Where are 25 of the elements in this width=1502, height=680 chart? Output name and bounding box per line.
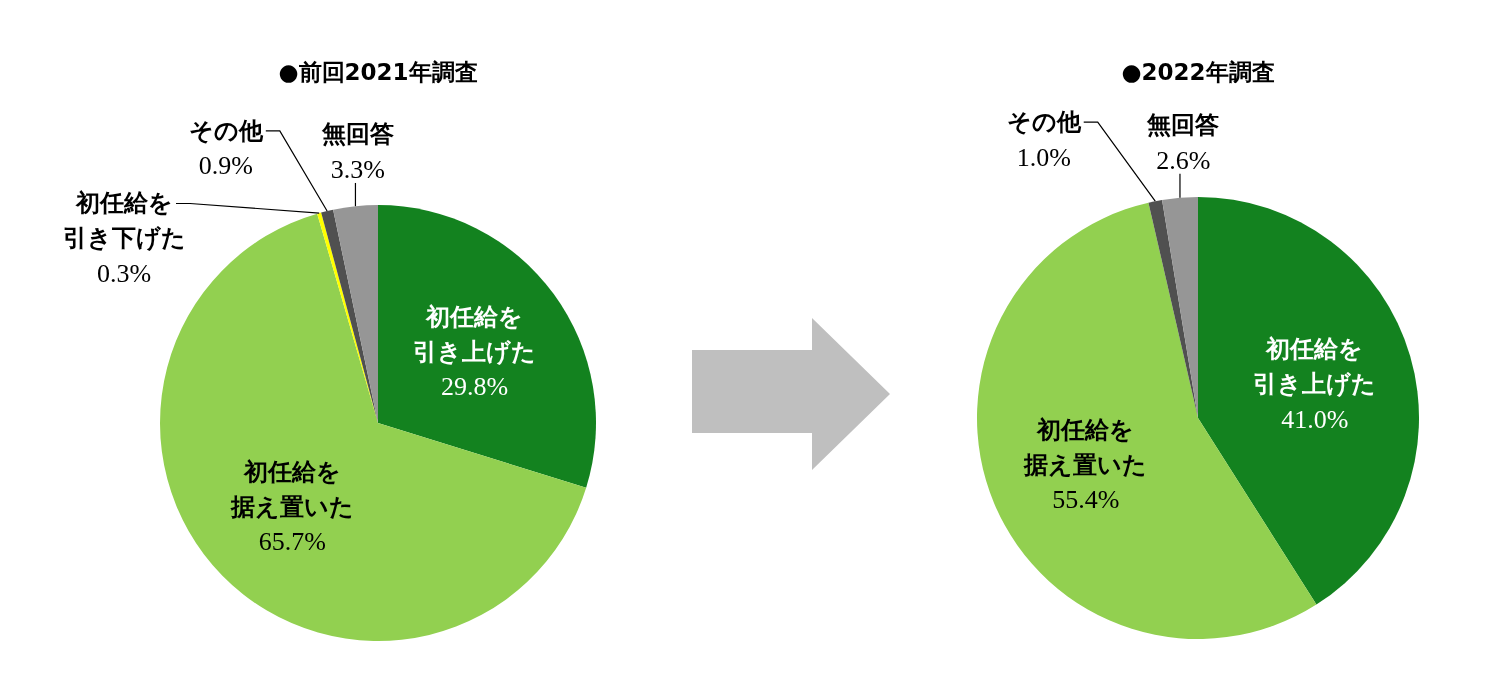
slice-label: 初任給を据え置いた <box>229 457 354 521</box>
data-label: 0.9% <box>198 151 253 181</box>
slice-label: 初任給を据え置いた <box>1023 415 1148 479</box>
slice-label: 無回答 <box>1146 111 1220 140</box>
slice-label: 初任給を引き下げた <box>62 189 186 253</box>
data-label: 55.4% <box>1052 485 1120 515</box>
data-label: 0.3% <box>96 258 152 288</box>
pie-slice <box>1198 197 1419 605</box>
data-label: 2.6% <box>1156 145 1211 175</box>
pie-slice <box>333 205 378 423</box>
chart-title: ●2022年調査 <box>1120 58 1276 87</box>
pie-slice <box>1162 197 1198 418</box>
slice-label: 無回答 <box>320 120 394 149</box>
data-label: 65.7% <box>258 527 327 557</box>
data-label: 41.0% <box>1281 404 1349 434</box>
slice-label: その他 <box>188 116 264 145</box>
pie-slice <box>378 205 596 488</box>
slice-label: 初任給を引き上げた <box>413 302 537 366</box>
data-label: 3.3% <box>330 154 385 184</box>
data-label: 29.8% <box>440 372 509 402</box>
pie-slice <box>1148 199 1198 418</box>
chart-title: ●前回2021年調査 <box>277 58 479 87</box>
slice-label: その他 <box>1006 108 1082 137</box>
slice-label: 初任給を引き上げた <box>1253 335 1377 399</box>
data-label: 1.0% <box>1016 142 1071 172</box>
